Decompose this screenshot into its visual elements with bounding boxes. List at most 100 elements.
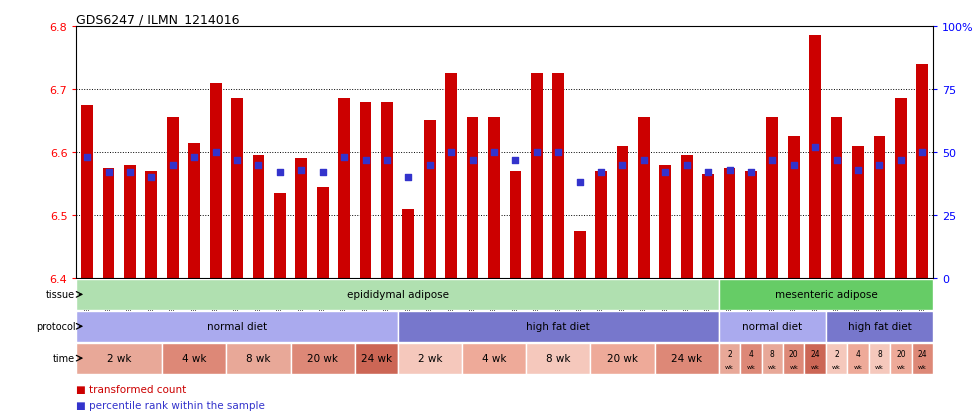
Bar (462, 343, 526, 374)
Point (508, 157, 523, 164)
Bar (510, 171, 521, 278)
Bar (895, 99, 906, 278)
Text: GDS6247 / ILMN_1214016: GDS6247 / ILMN_1214016 (76, 13, 240, 26)
Bar (398, 343, 462, 374)
Point (658, 169, 673, 176)
Bar (403, 209, 415, 278)
Bar (103, 169, 115, 278)
Point (829, 157, 845, 164)
Bar (231, 99, 243, 278)
Bar (848, 343, 868, 374)
Bar (76, 311, 398, 342)
Point (679, 162, 695, 169)
Point (701, 169, 716, 176)
Bar (890, 343, 911, 374)
Point (721, 167, 737, 173)
Bar (290, 343, 355, 374)
Text: epididymal adipose: epididymal adipose (347, 290, 449, 300)
Point (336, 154, 352, 161)
Bar (873, 137, 885, 278)
Point (122, 169, 138, 176)
Point (529, 150, 545, 156)
Bar (766, 118, 778, 278)
Bar (660, 165, 671, 278)
Text: 24: 24 (810, 349, 820, 358)
Bar (381, 102, 393, 278)
Text: 20 wk: 20 wk (307, 353, 338, 363)
Text: 8: 8 (877, 349, 882, 358)
Point (871, 162, 887, 169)
Text: 4 wk: 4 wk (482, 353, 507, 363)
Point (358, 157, 373, 164)
Text: mesenteric adipose: mesenteric adipose (774, 290, 877, 300)
Bar (655, 343, 719, 374)
Bar (590, 343, 655, 374)
Bar (81, 105, 93, 278)
Text: 24 wk: 24 wk (671, 353, 703, 363)
Bar (526, 343, 590, 374)
Bar (338, 99, 350, 278)
Text: wk: wk (854, 364, 862, 370)
Bar (466, 118, 478, 278)
Text: 8: 8 (770, 349, 775, 358)
Bar (253, 156, 265, 278)
Text: 2 wk: 2 wk (417, 353, 442, 363)
Point (379, 157, 395, 164)
Text: 24: 24 (917, 349, 927, 358)
Text: wk: wk (832, 364, 841, 370)
Bar (788, 137, 800, 278)
Point (186, 154, 202, 161)
Point (764, 157, 780, 164)
Bar (145, 171, 157, 278)
Text: wk: wk (918, 364, 927, 370)
Text: high fat diet: high fat diet (848, 321, 911, 332)
Point (786, 162, 802, 169)
Point (914, 150, 930, 156)
Text: 4 wk: 4 wk (182, 353, 207, 363)
Bar (718, 343, 740, 374)
Text: 2 wk: 2 wk (107, 353, 131, 363)
Text: wk: wk (789, 364, 799, 370)
Text: high fat diet: high fat diet (526, 321, 590, 332)
Point (422, 162, 438, 169)
Bar (638, 118, 650, 278)
Bar (274, 193, 286, 278)
Point (165, 162, 180, 169)
Text: wk: wk (897, 364, 906, 370)
Bar (911, 343, 933, 374)
Bar (398, 311, 718, 342)
Bar (718, 311, 826, 342)
Bar (703, 175, 714, 278)
Bar (740, 343, 761, 374)
Bar (488, 118, 500, 278)
Bar (681, 156, 693, 278)
Text: 8 wk: 8 wk (546, 353, 570, 363)
Text: 20: 20 (896, 349, 906, 358)
Text: 4: 4 (856, 349, 860, 358)
Bar (162, 343, 226, 374)
Point (614, 162, 630, 169)
Bar (424, 121, 436, 278)
Point (79, 154, 95, 161)
Bar (805, 343, 826, 374)
Point (465, 157, 480, 164)
Bar (761, 343, 783, 374)
Bar (355, 343, 398, 374)
Text: normal diet: normal diet (207, 321, 268, 332)
Text: protocol: protocol (35, 321, 75, 332)
Text: 24 wk: 24 wk (361, 353, 392, 363)
Text: ■ transformed count: ■ transformed count (76, 384, 186, 394)
Point (208, 150, 223, 156)
Text: 4: 4 (749, 349, 754, 358)
Bar (595, 171, 607, 278)
Text: wk: wk (875, 364, 884, 370)
Bar (295, 159, 307, 278)
Bar (317, 187, 328, 278)
Point (593, 169, 609, 176)
Bar (167, 118, 178, 278)
Bar (573, 231, 585, 278)
Bar (188, 143, 200, 278)
Text: time: time (53, 353, 75, 363)
Bar (831, 118, 843, 278)
Text: 20: 20 (789, 349, 799, 358)
